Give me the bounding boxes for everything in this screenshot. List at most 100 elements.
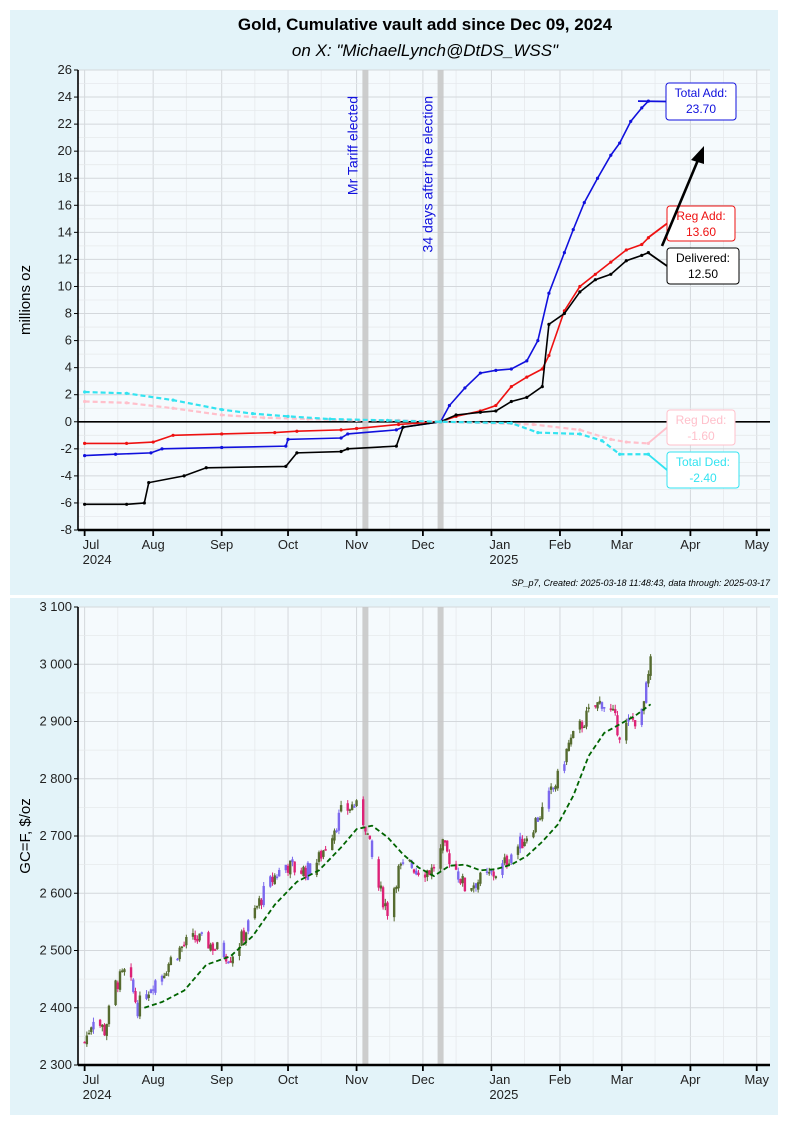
top-y-tick-label: 14 bbox=[58, 224, 72, 239]
top-x-tick-label: Aug bbox=[142, 537, 165, 552]
candle-body bbox=[85, 1035, 89, 1045]
series-point-total_ded bbox=[83, 390, 87, 394]
candle-body bbox=[114, 980, 117, 1006]
top-end-labels: Total Add: 23.70 Reg Add: 13.60 Delivered: 12… bbox=[637, 82, 740, 489]
candle-body bbox=[441, 839, 444, 851]
candle-body bbox=[196, 938, 199, 942]
candle-body bbox=[178, 947, 181, 960]
series-point-reg_add bbox=[354, 426, 359, 431]
candle-body bbox=[98, 1019, 102, 1026]
series-point-total_add bbox=[609, 153, 613, 157]
candle-body bbox=[454, 863, 458, 870]
candle-body bbox=[242, 930, 246, 941]
candle-body bbox=[521, 838, 524, 849]
candle-body bbox=[147, 994, 150, 998]
candle-body bbox=[101, 1024, 104, 1027]
candle-body bbox=[308, 863, 312, 875]
event-label: 34 days after the election bbox=[420, 96, 436, 252]
series-point-reg_ded bbox=[624, 440, 628, 444]
candle-body bbox=[549, 786, 553, 790]
bottom-axes: 2 300 2 400 2 500 2 600 2 700 2 800 2 900 3 000… bbox=[39, 599, 770, 1102]
series-point-total_add bbox=[618, 141, 622, 145]
candle-body bbox=[134, 991, 137, 1003]
candle-body bbox=[578, 720, 582, 730]
moving-average-group bbox=[144, 703, 652, 1009]
candle-body bbox=[277, 870, 281, 877]
candle-body bbox=[335, 830, 338, 832]
candle-body bbox=[198, 933, 201, 941]
series-point-reg_add bbox=[273, 430, 277, 435]
candle-body bbox=[149, 989, 153, 994]
candle-body bbox=[370, 840, 374, 857]
candle-body bbox=[627, 718, 630, 722]
bottom-y-tick-label: 2 400 bbox=[39, 1000, 72, 1015]
candle-body bbox=[479, 872, 482, 884]
series-point-delivered bbox=[284, 464, 288, 469]
label-leader-delivered bbox=[647, 251, 668, 267]
candle-body bbox=[362, 799, 365, 826]
candle-body bbox=[594, 705, 597, 707]
candle-body bbox=[649, 656, 652, 676]
label-box-delivered bbox=[666, 247, 740, 285]
top-grid bbox=[78, 69, 770, 531]
candle-body bbox=[169, 957, 173, 965]
candle-body bbox=[129, 967, 133, 978]
candle-body bbox=[532, 832, 535, 838]
series-point-reg_add bbox=[609, 260, 613, 264]
bottom-y-tick-label: 3 100 bbox=[39, 599, 72, 614]
candle-body bbox=[271, 876, 274, 883]
series-point-delivered bbox=[182, 474, 186, 478]
series-point-total_ded bbox=[171, 398, 175, 402]
bottom-x-tick-label: Sep bbox=[210, 1072, 233, 1087]
label-leader-total_ded bbox=[647, 453, 668, 471]
chart-title: Gold, Cumulative vault add since Dec 09,… bbox=[238, 15, 613, 34]
series-point-delivered bbox=[401, 425, 405, 429]
series-point-total_ded bbox=[509, 421, 513, 425]
candle-body bbox=[552, 787, 555, 790]
candle-body bbox=[523, 841, 526, 847]
series-point-delivered bbox=[147, 481, 151, 485]
top-x-tick-label: Sep bbox=[210, 537, 233, 552]
candle-body bbox=[284, 864, 288, 871]
candle-body bbox=[319, 850, 323, 859]
top-y-tick-label: 18 bbox=[58, 170, 72, 185]
series-point-total_add bbox=[509, 367, 513, 371]
series-line-reg_ded bbox=[84, 400, 649, 445]
series-point-total_add bbox=[149, 451, 153, 455]
series-point-total_add bbox=[284, 444, 288, 448]
top-y-tick-label: 10 bbox=[58, 278, 72, 293]
series-point-delivered bbox=[394, 444, 398, 448]
top-y-tick-label: 0 bbox=[65, 414, 72, 429]
candle-body bbox=[518, 836, 522, 849]
candle-body bbox=[238, 947, 241, 956]
top-y-tick-label: -2 bbox=[60, 441, 72, 456]
candle-body bbox=[216, 942, 219, 950]
candle-body bbox=[488, 872, 491, 874]
candle-body bbox=[247, 920, 250, 932]
series-point-delivered bbox=[142, 501, 146, 505]
series-point-delivered bbox=[454, 413, 458, 417]
candle-body bbox=[302, 866, 305, 877]
series-point-reg_add bbox=[509, 384, 513, 389]
candle-body bbox=[567, 742, 571, 751]
series-point-reg_add bbox=[494, 403, 498, 408]
candle-body bbox=[260, 899, 263, 905]
candle-body bbox=[90, 1027, 93, 1033]
top-x-tick-label: May bbox=[744, 537, 769, 552]
candle-body bbox=[317, 852, 321, 862]
candle-body bbox=[331, 838, 334, 851]
series-point-delivered bbox=[339, 449, 343, 454]
series-point-total_add bbox=[160, 447, 164, 451]
label-value-total_add: 23.70 bbox=[686, 102, 716, 116]
series-point-reg_add bbox=[83, 441, 87, 446]
bottom-x-tick-label: Oct bbox=[278, 1072, 299, 1087]
candle-body bbox=[463, 877, 467, 892]
candle-body bbox=[510, 854, 513, 863]
top-y-tick-label: 12 bbox=[58, 251, 72, 266]
candle-body bbox=[538, 818, 542, 820]
series-point-total_ded bbox=[600, 439, 604, 443]
candle-body bbox=[118, 971, 122, 990]
candle-body bbox=[472, 885, 475, 889]
series-point-total_add bbox=[447, 403, 452, 408]
candle-body bbox=[315, 862, 318, 875]
